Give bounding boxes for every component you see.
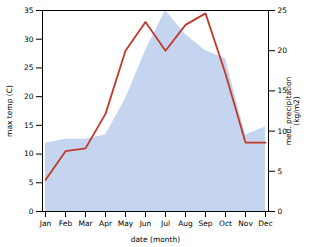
svg-text:20: 20 [24,92,34,101]
svg-text:10: 10 [277,126,287,136]
svg-text:Jan: Jan [39,219,52,228]
svg-text:Dec: Dec [258,219,273,228]
svg-text:30: 30 [24,35,34,44]
svg-text:date (month): date (month) [131,235,181,244]
svg-text:Sep: Sep [198,219,212,228]
svg-text:Jun: Jun [139,219,152,228]
svg-text:Oct: Oct [219,219,232,228]
svg-text:max temp (C): max temp (C) [5,85,14,137]
svg-text:Nov: Nov [238,219,253,228]
svg-text:Mar: Mar [78,219,93,228]
svg-text:20: 20 [278,46,288,55]
svg-text:25: 25 [24,63,34,72]
svg-text:5: 5 [278,167,283,176]
svg-text:10: 10 [24,149,34,158]
svg-text:Jul: Jul [160,219,170,228]
svg-text:15: 15 [24,121,34,130]
svg-text:Aug: Aug [178,219,193,228]
svg-text:Feb: Feb [59,219,73,228]
svg-text:0: 0 [29,207,34,216]
svg-text:25: 25 [278,6,288,15]
svg-text:5: 5 [29,178,34,187]
svg-text:May: May [118,219,134,228]
svg-text:Apr: Apr [99,219,113,228]
svg-text:15: 15 [277,86,287,96]
svg-text:35: 35 [24,6,34,15]
svg-text:med. precipitation(kg/m2): med. precipitation(kg/m2) [284,76,301,145]
svg-text:0: 0 [278,207,283,216]
